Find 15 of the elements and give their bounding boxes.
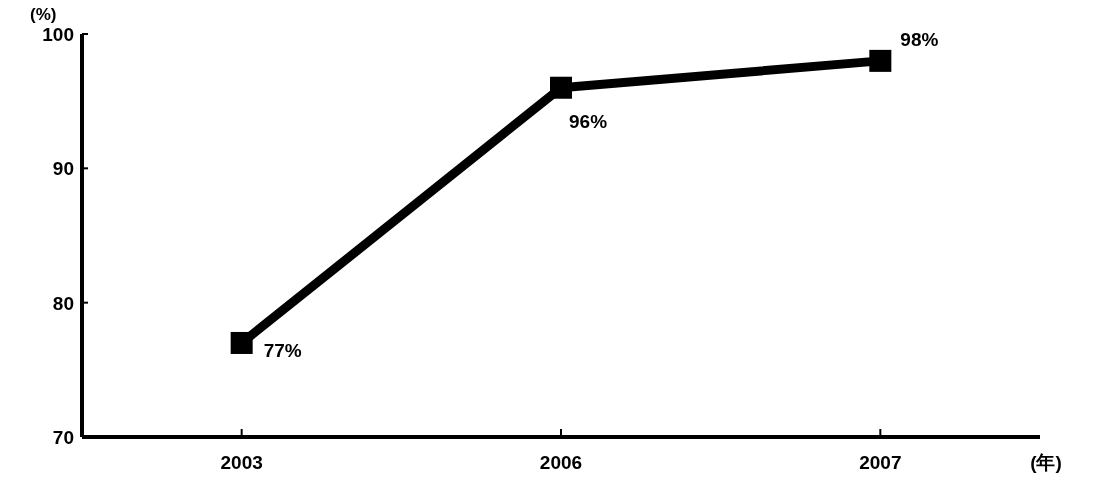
data-label: 96% <box>569 110 608 132</box>
x-axis-title: (年) <box>1030 452 1062 473</box>
x-tick-label: 2007 <box>859 452 902 473</box>
y-axis-title: (%) <box>30 5 57 24</box>
y-tick-label: 90 <box>52 158 74 180</box>
y-tick-label: 70 <box>52 427 74 448</box>
x-tick-label: 2006 <box>539 452 583 473</box>
y-tick-label: 100 <box>42 24 74 45</box>
point <box>230 331 253 354</box>
y-tick-label: 80 <box>52 292 74 314</box>
point <box>550 76 572 99</box>
data-label: 98% <box>900 28 939 50</box>
x-tick-label: 2003 <box>220 452 263 473</box>
point <box>869 49 892 72</box>
data-label: 77% <box>263 339 302 361</box>
